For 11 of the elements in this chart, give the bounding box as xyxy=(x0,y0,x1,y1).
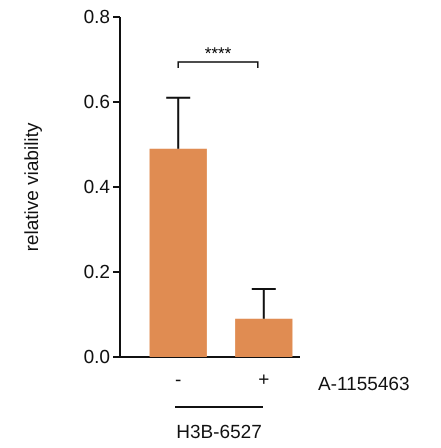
x-tick-label: + xyxy=(258,369,270,390)
text: A-1155463 xyxy=(318,374,410,395)
x-tick-label: - xyxy=(175,369,182,390)
y-tick-label: 0.4 xyxy=(84,177,110,198)
y-tick-label: 0.8 xyxy=(84,7,110,28)
text: H3B-6527 xyxy=(176,422,262,443)
y-tick-label: 0.6 xyxy=(84,92,110,114)
annotation: **** xyxy=(204,44,232,63)
y-tick-label: 0.2 xyxy=(84,262,110,284)
y-tick-label: 0.0 xyxy=(84,347,110,368)
y-axis-title: relative viability xyxy=(22,122,43,252)
